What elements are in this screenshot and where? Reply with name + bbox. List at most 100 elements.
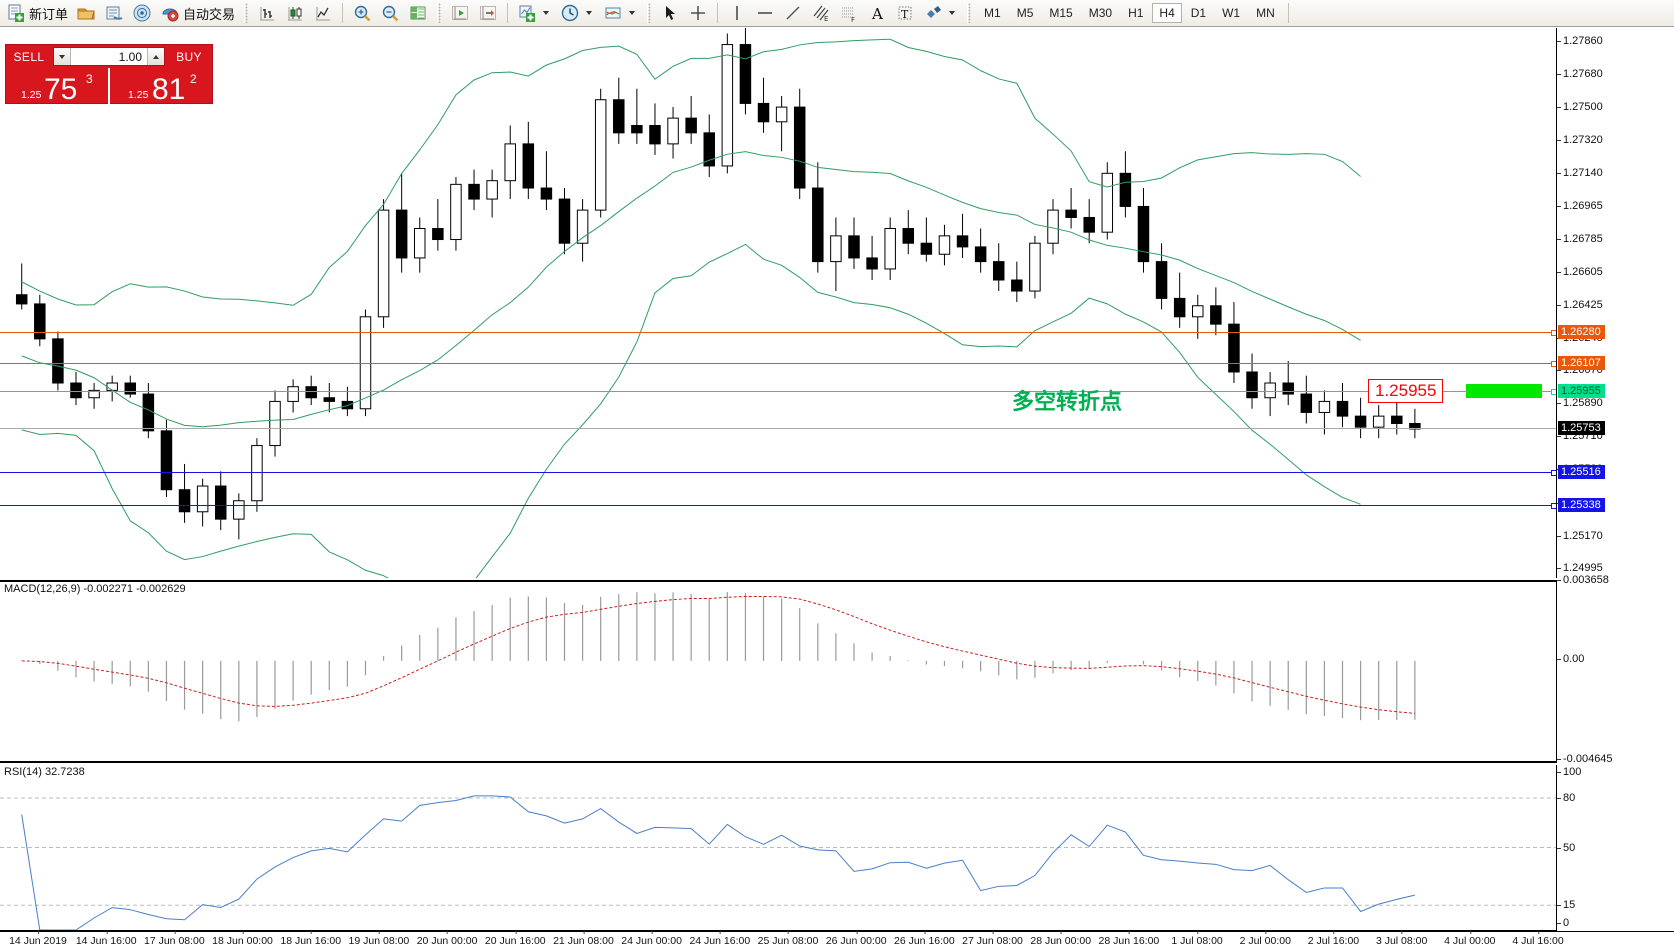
price-level-badge[interactable]: 1.26280 [1558,324,1605,339]
candlestick [1101,162,1114,240]
timeframe-h4[interactable]: H4 [1152,3,1182,23]
auto-trading-label: 自动交易 [183,7,236,23]
period-button[interactable] [556,1,599,25]
price-level-line[interactable] [0,389,1556,396]
bollinger-lower-band [21,243,1361,578]
bar-chart-button[interactable] [253,1,281,25]
candlestick [414,217,426,273]
shapes-dropdown-caret[interactable] [949,11,956,15]
timeframe-group: M1 M5 M15 M30 H1 H4 D1 W1 MN [976,3,1283,23]
bollinger-middle-band [21,151,1361,428]
shapes-button[interactable] [919,1,962,25]
price-tick: 1.26605 [1557,265,1603,278]
equidistant-channel-button[interactable]: E [807,1,835,25]
price-level-line[interactable] [0,470,1556,477]
volume-input[interactable]: 1.00 [118,49,142,64]
candlestick [377,199,390,328]
toolbar-grip-1[interactable] [244,3,249,23]
rsi-axis[interactable]: 100 80 50 15 0 [1556,765,1674,931]
vertical-line-button[interactable] [723,1,751,25]
chart-shift-button[interactable] [474,1,502,25]
price-level-badge[interactable]: 1.25955 [1558,384,1605,399]
bar-chart-icon [257,3,277,23]
price-level-handle[interactable] [1551,470,1556,477]
time-axis[interactable]: 14 Jun 2019 14 Jun 16:00 17 Jun 08:00 18 Ju… [0,931,1674,951]
auto-trading-button[interactable]: 自动交易 [156,1,239,25]
candlestick [1029,235,1041,299]
price-level-badge[interactable]: 1.25516 [1558,465,1605,480]
market-watch-button[interactable] [128,1,156,25]
toolbar-grip-4[interactable] [967,3,972,23]
label-button[interactable]: T [891,1,919,25]
candlestick [504,125,516,200]
price-tag-label[interactable]: 1.25955 [1368,379,1444,404]
macd-axis[interactable]: 0.003658 0.00 -0.004645 [1556,574,1674,765]
volume-stepper[interactable]: 1.00 [53,47,165,66]
horizontal-line-button[interactable] [751,1,779,25]
timeframe-m30[interactable]: M30 [1088,6,1113,20]
time-tick: 3 Jul 08:00 [1375,931,1428,947]
price-level-handle[interactable] [1551,329,1556,336]
time-tick: 14 Jun 16:00 [75,931,137,947]
grid-button[interactable] [404,1,432,25]
timeframe-w1[interactable]: W1 [1222,6,1241,20]
timeframe-mn[interactable]: MN [1256,6,1275,20]
chevron-down-icon [59,54,65,59]
timeframe-d1[interactable]: D1 [1190,6,1207,20]
buy-price-display[interactable]: 1.25 81 2 [108,68,212,104]
price-axis[interactable]: 1.27860 1.27680 1.27500 1.27320 1.27140 1.269… [1556,28,1674,578]
templates-button[interactable] [599,1,642,25]
terminal-button[interactable] [100,1,128,25]
chart-annotation-text[interactable]: 多空转折点 [1012,390,1123,415]
price-level-line[interactable] [0,361,1556,368]
sell-price-big: 75 [44,73,78,105]
price-level-line[interactable] [0,502,1556,509]
main-toolbar: 新订单 [0,0,1674,27]
macd-pane[interactable]: MACD(12,26,9) -0.002271 -0.002629 [0,580,1556,763]
auto-scroll-button[interactable] [446,1,474,25]
price-level-handle[interactable] [1551,502,1556,509]
candlestick [1065,188,1077,229]
timeframe-m1[interactable]: M1 [984,6,1001,20]
sell-price-fraction: 3 [86,72,93,86]
price-level-handle[interactable] [1551,389,1556,396]
zoom-out-button[interactable] [376,1,404,25]
price-level-badge[interactable]: 1.25338 [1558,497,1605,512]
rsi-pane[interactable]: RSI(14) 32.7238 [0,765,1556,931]
candlestick-button[interactable] [281,1,309,25]
buy-button[interactable]: BUY [176,49,202,64]
indicators-dropdown-caret[interactable] [543,11,550,15]
toolbar-grip-3[interactable] [647,3,652,23]
price-level-badge[interactable]: 1.26107 [1558,356,1605,371]
highlight-rectangle[interactable] [1466,384,1542,399]
indicators-button[interactable] [513,1,556,25]
price-tick: 1.25170 [1557,529,1603,542]
sell-price-display[interactable]: 1.25 75 3 [6,68,108,104]
line-chart-button[interactable] [309,1,337,25]
sell-button[interactable]: SELL [13,49,45,64]
one-click-trading-panel[interactable]: SELL 1.00 BUY 1.25 75 3 1.25 81 2 [5,44,213,104]
price-level-handle[interactable] [1551,361,1556,368]
volume-increase-button[interactable] [147,48,164,65]
timeframe-h1[interactable]: H1 [1128,6,1144,20]
timeframe-m5[interactable]: M5 [1016,6,1034,20]
candlestick [1372,405,1385,439]
crosshair-button[interactable] [684,1,712,25]
trendline-button[interactable] [779,1,807,25]
timeframe-m15[interactable]: M15 [1049,6,1073,20]
fibonacci-button[interactable]: F [835,1,863,25]
candlestick [251,438,263,512]
toolbar-grip-2[interactable] [437,3,442,23]
price-level-badge[interactable]: 1.25753 [1558,421,1605,436]
templates-dropdown-caret[interactable] [629,11,636,15]
price-chart-pane[interactable] [0,28,1556,578]
period-dropdown-caret[interactable] [586,11,593,15]
price-level-line[interactable] [0,329,1556,336]
cursor-button[interactable] [656,1,684,25]
zoom-in-button[interactable] [348,1,376,25]
candlestick [830,217,842,292]
expert-advisors-button[interactable] [72,1,100,25]
text-button[interactable]: A [863,1,891,25]
volume-dropdown-button[interactable] [54,48,71,65]
new-order-button[interactable]: 新订单 [2,1,72,25]
